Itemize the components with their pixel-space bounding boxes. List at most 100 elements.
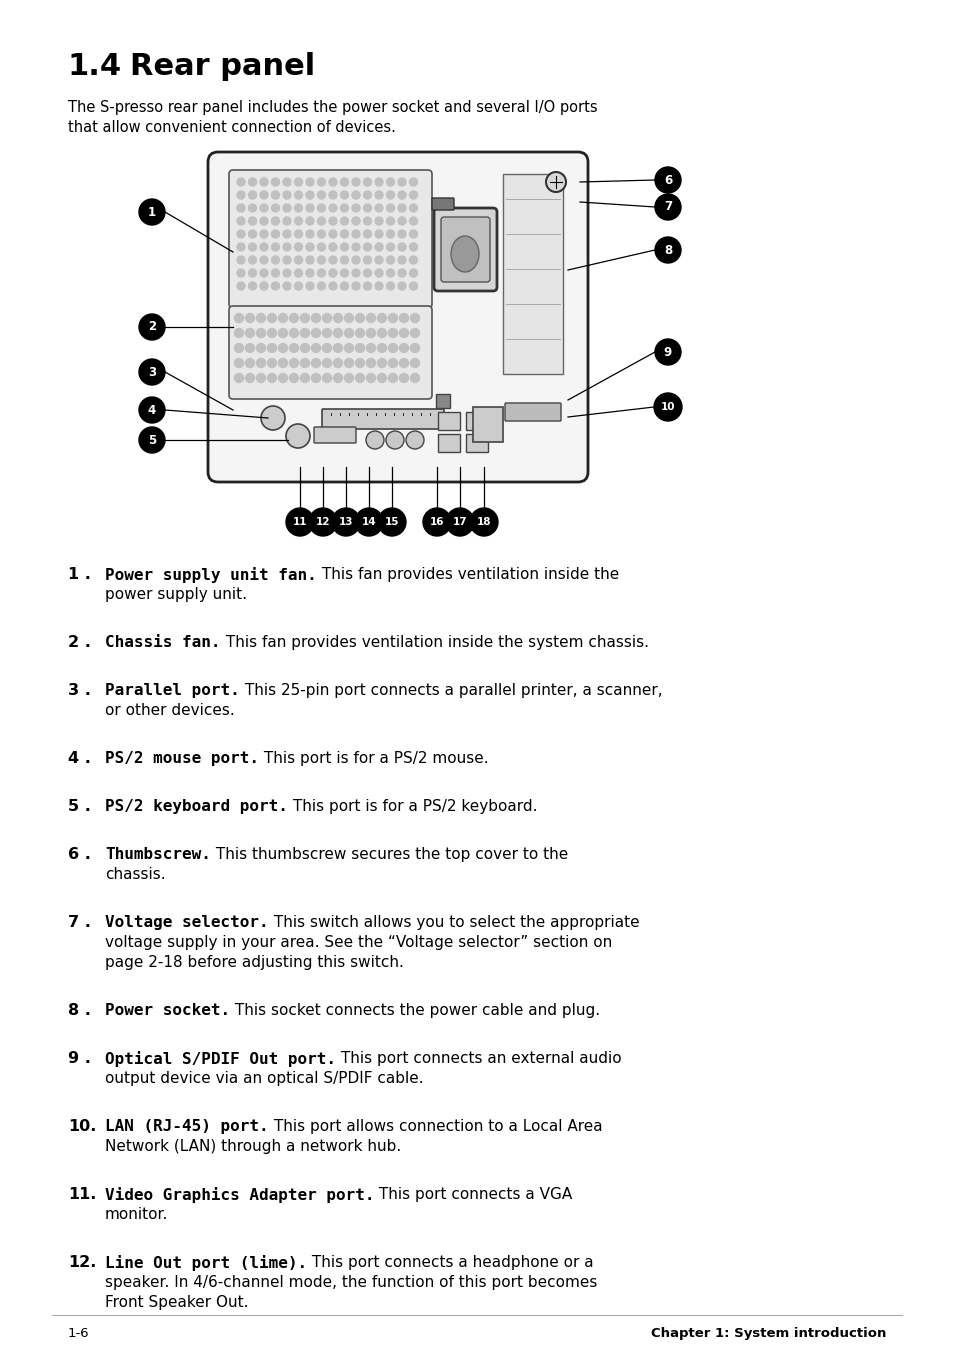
Text: Power socket.: Power socket.	[105, 1002, 230, 1019]
Bar	[437, 434, 459, 453]
Circle shape	[236, 269, 245, 277]
Circle shape	[306, 204, 314, 212]
Circle shape	[386, 190, 395, 199]
Circle shape	[283, 269, 291, 277]
Text: Chassis fan.: Chassis fan.	[105, 635, 220, 650]
Circle shape	[139, 359, 165, 385]
Circle shape	[306, 190, 314, 199]
Circle shape	[355, 508, 382, 536]
Circle shape	[334, 313, 342, 323]
FancyBboxPatch shape	[504, 403, 560, 422]
Circle shape	[366, 313, 375, 323]
Text: 7 .: 7 .	[68, 915, 91, 929]
Text: Power supply unit fan.: Power supply unit fan.	[105, 567, 316, 584]
Circle shape	[248, 204, 256, 212]
Circle shape	[248, 243, 256, 251]
Circle shape	[283, 190, 291, 199]
Circle shape	[317, 218, 325, 226]
Circle shape	[654, 393, 681, 422]
Circle shape	[312, 343, 320, 353]
FancyBboxPatch shape	[229, 170, 432, 308]
Circle shape	[236, 190, 245, 199]
Circle shape	[355, 358, 364, 367]
Circle shape	[234, 328, 243, 338]
Circle shape	[283, 218, 291, 226]
Circle shape	[329, 243, 336, 251]
Text: Optical S/PDIF Out port.: Optical S/PDIF Out port.	[105, 1051, 335, 1067]
Circle shape	[306, 178, 314, 186]
Circle shape	[317, 269, 325, 277]
Circle shape	[289, 358, 298, 367]
Text: power supply unit.: power supply unit.	[105, 586, 247, 603]
FancyBboxPatch shape	[434, 208, 497, 290]
Text: This port allows connection to a Local Area: This port allows connection to a Local A…	[269, 1119, 601, 1133]
Text: Chapter 1: System introduction: Chapter 1: System introduction	[650, 1327, 885, 1340]
Circle shape	[272, 178, 279, 186]
Circle shape	[283, 204, 291, 212]
Circle shape	[363, 190, 371, 199]
Circle shape	[260, 204, 268, 212]
Circle shape	[139, 397, 165, 423]
Circle shape	[332, 508, 359, 536]
Circle shape	[340, 218, 348, 226]
Circle shape	[329, 178, 336, 186]
Circle shape	[312, 358, 320, 367]
Text: 4: 4	[148, 404, 156, 416]
Circle shape	[245, 343, 254, 353]
FancyBboxPatch shape	[314, 427, 355, 443]
Text: monitor.: monitor.	[105, 1206, 168, 1223]
Text: 1.4: 1.4	[68, 51, 122, 81]
Circle shape	[397, 178, 406, 186]
Circle shape	[317, 178, 325, 186]
Circle shape	[363, 255, 371, 263]
Circle shape	[267, 328, 276, 338]
Circle shape	[375, 269, 382, 277]
Text: Front Speaker Out.: Front Speaker Out.	[105, 1296, 248, 1310]
Circle shape	[236, 243, 245, 251]
Circle shape	[377, 358, 386, 367]
Circle shape	[470, 508, 497, 536]
Bar	[465, 412, 488, 430]
Circle shape	[329, 190, 336, 199]
Circle shape	[278, 343, 287, 353]
Circle shape	[317, 282, 325, 290]
Circle shape	[352, 190, 359, 199]
Circle shape	[306, 282, 314, 290]
Circle shape	[352, 204, 359, 212]
Circle shape	[397, 269, 406, 277]
Circle shape	[344, 313, 354, 323]
Circle shape	[294, 282, 302, 290]
Text: 6 .: 6 .	[68, 847, 91, 862]
Circle shape	[286, 424, 310, 449]
Circle shape	[363, 218, 371, 226]
Circle shape	[329, 269, 336, 277]
Circle shape	[422, 508, 451, 536]
Circle shape	[399, 343, 408, 353]
Circle shape	[340, 178, 348, 186]
Circle shape	[446, 508, 474, 536]
Circle shape	[234, 358, 243, 367]
Circle shape	[236, 282, 245, 290]
Circle shape	[306, 218, 314, 226]
FancyBboxPatch shape	[229, 305, 432, 399]
Text: 4 .: 4 .	[68, 751, 91, 766]
Text: Thumbscrew.: Thumbscrew.	[105, 847, 211, 862]
Circle shape	[306, 230, 314, 238]
Circle shape	[409, 243, 417, 251]
Circle shape	[386, 243, 395, 251]
Circle shape	[260, 269, 268, 277]
Circle shape	[312, 313, 320, 323]
Circle shape	[248, 282, 256, 290]
Text: The S-presso rear panel includes the power socket and several I/O ports: The S-presso rear panel includes the pow…	[68, 100, 597, 115]
Text: This socket connects the power cable and plug.: This socket connects the power cable and…	[230, 1002, 599, 1019]
Circle shape	[260, 282, 268, 290]
Circle shape	[322, 343, 331, 353]
FancyBboxPatch shape	[440, 218, 490, 282]
Text: that allow convenient connection of devices.: that allow convenient connection of devi…	[68, 120, 395, 135]
Circle shape	[234, 313, 243, 323]
Text: This 25-pin port connects a parallel printer, a scanner,: This 25-pin port connects a parallel pri…	[239, 684, 661, 698]
Circle shape	[329, 218, 336, 226]
Circle shape	[289, 328, 298, 338]
Circle shape	[261, 407, 285, 430]
Circle shape	[386, 431, 403, 449]
